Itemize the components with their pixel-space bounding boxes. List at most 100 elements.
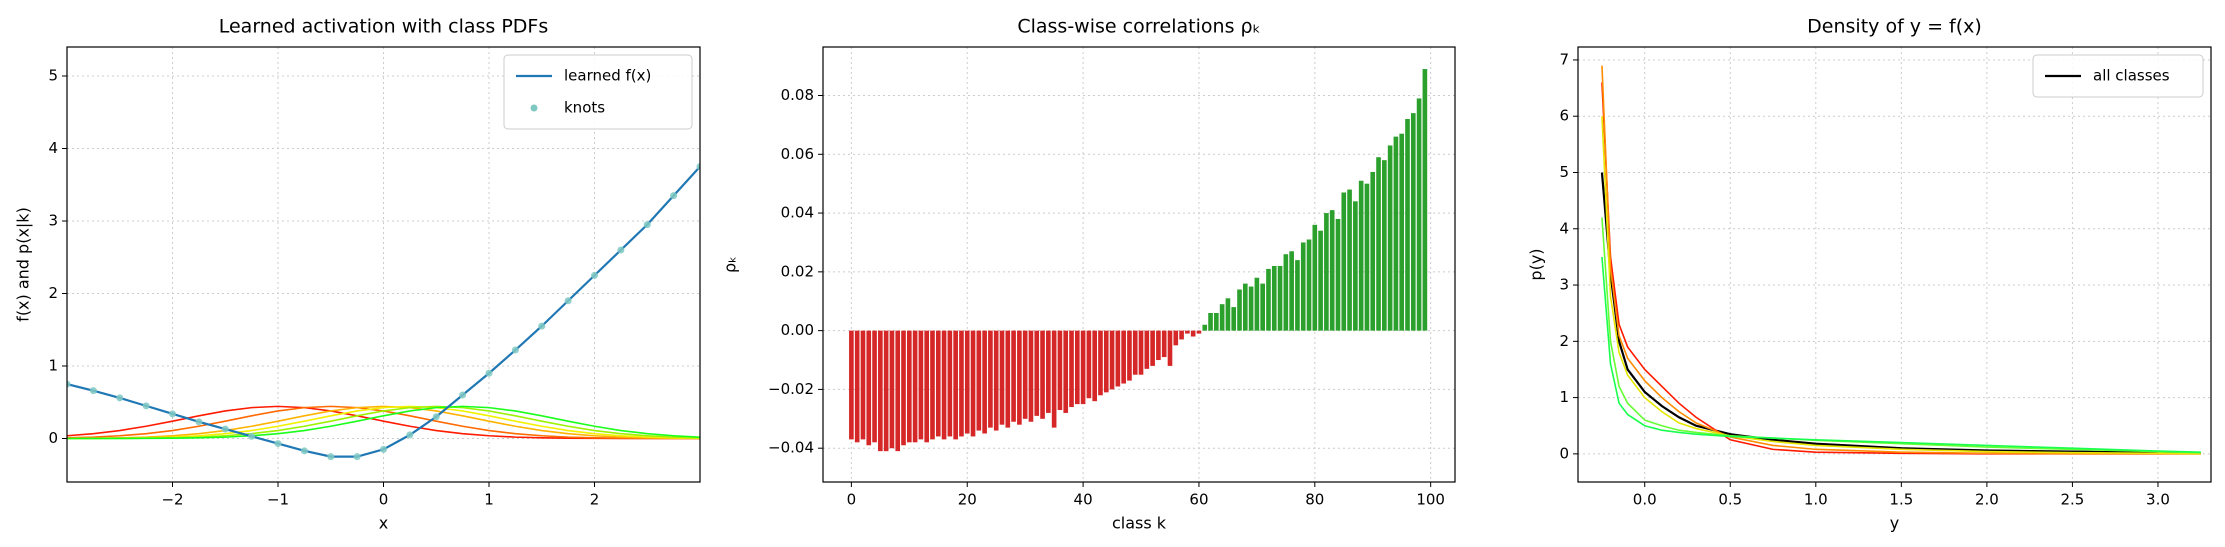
panel: 0.0 0.5 1.0 1.5 2.0 2.5 3.0 0 1 2 3 4 5 6 7 Density of …: [1527, 16, 2212, 533]
knot: [169, 410, 176, 418]
bar: [1225, 298, 1231, 331]
legend: learned f(x) knots: [503, 54, 693, 130]
bar: [1046, 330, 1051, 413]
bar: [1051, 330, 1057, 428]
bar: [1179, 330, 1184, 340]
axes-frame: [822, 46, 1456, 483]
y-tick-label: 1: [1559, 388, 1569, 406]
bar: [1017, 330, 1022, 425]
bar: [1329, 210, 1335, 331]
y-axis-label: ρₖ: [721, 256, 740, 273]
knot: [89, 387, 97, 395]
y-tick-label: 7: [1559, 50, 1569, 68]
bar: [976, 330, 982, 431]
x-axis-label: y: [1890, 514, 1899, 533]
bar: [1318, 230, 1323, 331]
bar: [866, 330, 872, 446]
bar: [1248, 286, 1254, 331]
knot: [538, 322, 546, 330]
bar: [1005, 330, 1011, 428]
y-tick-label: 4: [1559, 219, 1569, 237]
bar: [1266, 268, 1271, 331]
bar: [1370, 171, 1376, 331]
bar: [1260, 283, 1265, 331]
bar: [1138, 330, 1144, 375]
bar: [1393, 136, 1399, 331]
bar: [1150, 330, 1155, 366]
bar: [1254, 277, 1260, 331]
x-axis-label: x: [379, 514, 388, 533]
y-tick-label: 2: [1559, 332, 1569, 350]
bar: [883, 330, 889, 452]
axes-frame: [66, 46, 701, 483]
bar: [1080, 330, 1086, 405]
y-axis-label: p(y): [1527, 248, 1546, 280]
legend-label: learned f(x): [564, 67, 651, 85]
bar: [1034, 330, 1040, 416]
y-tick-label: 2: [48, 284, 58, 302]
bar: [1121, 330, 1126, 384]
bar: [924, 330, 930, 443]
bar: [1300, 242, 1306, 331]
knot: [432, 413, 440, 421]
knot: [221, 425, 229, 433]
knot: [617, 246, 625, 254]
x-tick-label: 3.0: [2146, 491, 2170, 509]
y-tick-label: 0.06: [781, 145, 814, 163]
bar: [1196, 330, 1202, 334]
bar: [1387, 145, 1393, 331]
bar: [1022, 330, 1028, 419]
bar: [1057, 330, 1063, 410]
knot: [485, 369, 493, 377]
class-curve: [67, 405, 700, 440]
bar: [1277, 265, 1283, 331]
bar: [1242, 283, 1248, 331]
x-tick-label: 0.0: [1633, 491, 1657, 509]
x-tick-label: 100: [1416, 491, 1445, 509]
bar: [1185, 330, 1190, 334]
bar: [1219, 304, 1225, 331]
knot: [591, 271, 598, 279]
bar: [1167, 330, 1173, 366]
bar: [941, 330, 947, 440]
y-tick-label: 0.00: [781, 321, 814, 339]
x-tick-label: 1: [484, 491, 494, 509]
knot: [67, 380, 71, 388]
bar: [1092, 330, 1098, 402]
bar: [878, 330, 883, 452]
bar: [1190, 330, 1196, 337]
chart-title: Class-wise correlations ρₖ: [1017, 16, 1260, 38]
bar: [889, 330, 895, 449]
y-tick-label: 5: [48, 67, 58, 85]
y-tick-label: 6: [1559, 107, 1569, 125]
bar: [1364, 183, 1370, 331]
class-curve: [1601, 65, 2201, 455]
bar: [1103, 330, 1109, 393]
bar: [872, 330, 877, 443]
bar: [1127, 330, 1132, 381]
x-tick-label: 20: [958, 491, 977, 509]
bar: [906, 330, 912, 443]
x-tick-label: 1.0: [1804, 491, 1828, 509]
x-tick-label: 0: [379, 491, 389, 509]
bar: [1347, 189, 1352, 331]
knot: [564, 297, 572, 305]
bar: [1422, 69, 1428, 331]
knot: [380, 445, 387, 453]
bar: [1086, 330, 1092, 399]
bar: [1028, 330, 1034, 422]
bar: [1324, 213, 1329, 331]
legend-label: all classes: [2093, 67, 2170, 85]
knot: [670, 192, 678, 200]
bar: [912, 330, 918, 443]
bar: [1271, 265, 1277, 331]
y-tick-label: 1: [48, 357, 58, 375]
bar: [1335, 218, 1341, 331]
x-tick-label: −1: [267, 491, 289, 509]
bar: [1382, 160, 1387, 331]
x-tick-label: −2: [161, 491, 183, 509]
plot-area: [849, 69, 1428, 452]
x-axis-label: class k: [1112, 514, 1167, 533]
x-tick-label: 2: [590, 491, 600, 509]
bar: [988, 330, 993, 428]
